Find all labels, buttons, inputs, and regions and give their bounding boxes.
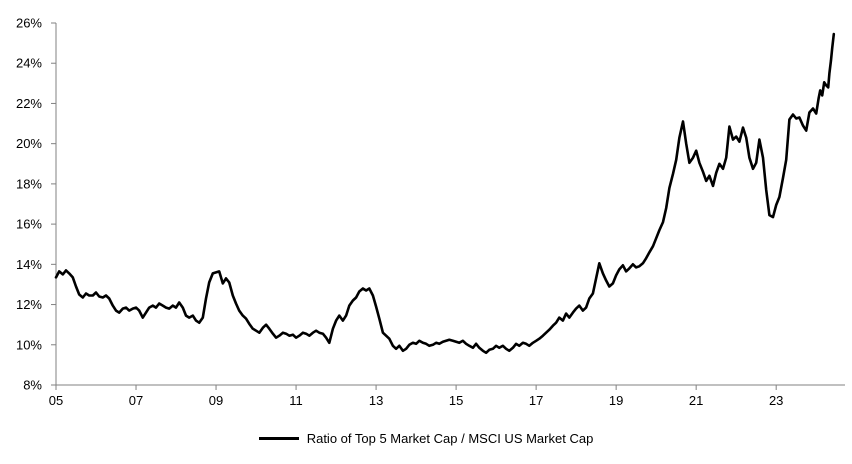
- y-axis-tick-label: 22%: [16, 96, 42, 111]
- y-axis-tick-label: 8%: [23, 378, 42, 393]
- x-axis-tick-label: 15: [449, 393, 463, 408]
- legend-label: Ratio of Top 5 Market Cap / MSCI US Mark…: [306, 430, 594, 446]
- y-axis-tick-label: 16%: [16, 217, 42, 232]
- y-axis-tick-label: 14%: [16, 257, 42, 272]
- axis-tick-labels: 8% 10% 12% 14% 16% 18% 20% 22% 24% 26% 05 07 09 11 13 1…: [16, 16, 783, 409]
- x-axis-tick-label: 13: [369, 393, 383, 408]
- x-axis-tick-label: 11: [289, 393, 303, 408]
- x-axis-tick-label: 23: [769, 393, 783, 408]
- x-axis-tick-label: 09: [209, 393, 223, 408]
- x-axis-tick-label: 19: [609, 393, 623, 408]
- x-axis-tick-label: 07: [129, 393, 143, 408]
- y-axis-tick-label: 20%: [16, 136, 42, 151]
- legend-line-sample: [258, 436, 299, 440]
- axes: [51, 22, 845, 390]
- y-axis-tick-label: 12%: [16, 297, 42, 312]
- y-axis-tick-label: 26%: [16, 16, 42, 31]
- x-axis-tick-label: 21: [689, 393, 703, 408]
- legend: Ratio of Top 5 Market Cap / MSCI US Mark…: [0, 429, 852, 447]
- series-lines: [54, 32, 836, 355]
- x-axis-tick-label: 17: [529, 393, 543, 408]
- y-axis-tick-label: 18%: [16, 176, 42, 191]
- x-axis-tick-label: 05: [49, 393, 63, 408]
- ratio-series-line: [54, 32, 836, 355]
- y-axis-tick-label: 24%: [16, 56, 42, 71]
- y-axis-tick-label: 10%: [16, 337, 42, 352]
